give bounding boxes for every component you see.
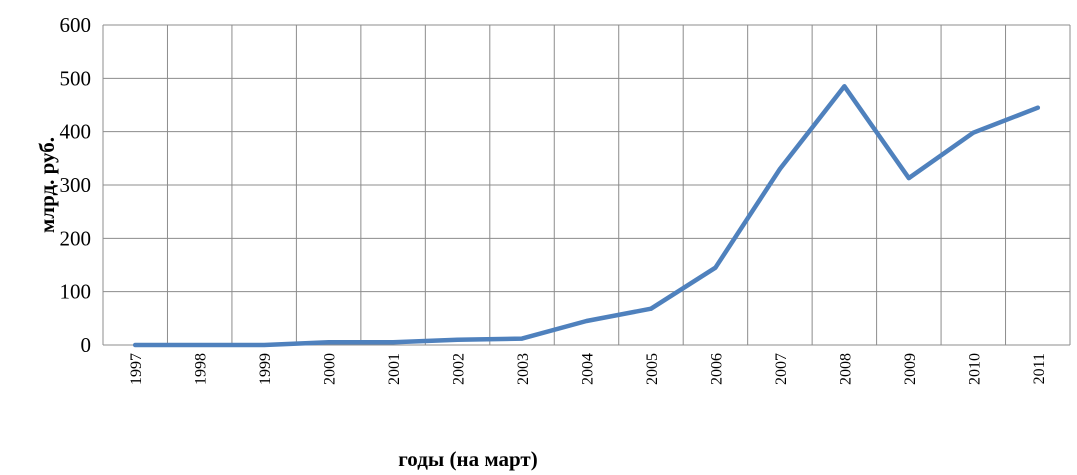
x-tick-label: 2010 xyxy=(966,353,983,385)
data-point xyxy=(648,306,653,311)
x-tick-label: 2007 xyxy=(773,353,790,385)
x-tick-label: 2003 xyxy=(515,353,532,385)
data-point xyxy=(197,343,202,347)
x-tick-label: 1998 xyxy=(193,353,210,385)
data-point xyxy=(391,340,396,345)
data-point xyxy=(906,176,911,181)
data-point xyxy=(1035,105,1040,110)
x-tick-label: 2000 xyxy=(322,353,339,385)
x-tick-label: 2004 xyxy=(580,353,597,385)
y-tick-label: 600 xyxy=(60,13,92,37)
y-tick-label: 500 xyxy=(60,66,92,90)
series-line xyxy=(132,84,1041,348)
x-tick-label: 1999 xyxy=(257,353,274,385)
data-point xyxy=(971,130,976,135)
y-tick-label: 200 xyxy=(60,226,92,250)
y-tick-label: 300 xyxy=(60,173,92,197)
x-tick-label: 2008 xyxy=(837,353,854,385)
data-point xyxy=(713,265,718,270)
data-point xyxy=(326,340,331,345)
x-tick-label: 2001 xyxy=(386,353,403,385)
data-point xyxy=(777,167,782,171)
y-axis: 0 100 200 300 400 500 600 xyxy=(60,13,104,357)
data-point xyxy=(262,343,267,347)
data-point xyxy=(133,343,138,347)
x-tick-label: 2006 xyxy=(708,353,725,385)
y-tick-label: 0 xyxy=(81,333,92,357)
data-point xyxy=(520,336,525,341)
data-point xyxy=(455,337,460,342)
x-tick-label: 2005 xyxy=(644,353,661,385)
y-tick-label: 400 xyxy=(60,120,92,144)
y-axis-title: млрд. руб. xyxy=(35,137,59,233)
x-tick-label: 1997 xyxy=(128,353,145,385)
y-tick-label: 100 xyxy=(60,280,92,304)
x-axis-title: годы (на март) xyxy=(398,447,537,471)
grid-lines xyxy=(102,24,1071,346)
x-tick-label: 2011 xyxy=(1031,353,1048,384)
x-tick-label: 2009 xyxy=(902,353,919,385)
data-point xyxy=(584,319,589,323)
data-point xyxy=(842,84,847,89)
x-tick-label: 2002 xyxy=(451,353,468,385)
series-layer xyxy=(132,84,1041,348)
x-axis: 1997 1998 1999 2000 2001 2002 2003 2004 2005 2006… xyxy=(103,344,1070,385)
